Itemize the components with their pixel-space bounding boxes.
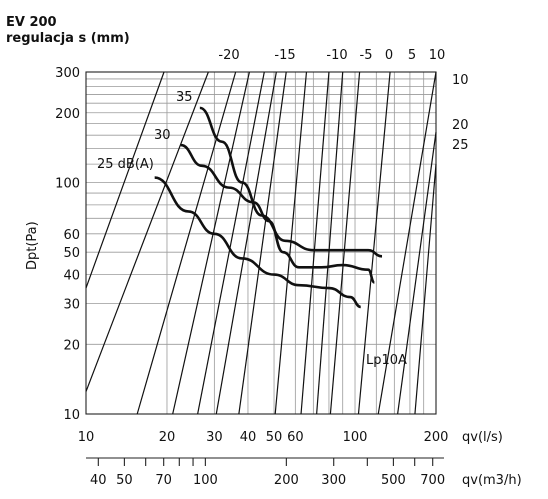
annotation-lp10a: Lp10A <box>366 353 407 368</box>
setting-line <box>397 132 437 415</box>
series-label: 30 <box>154 128 171 143</box>
y-tick-label: 40 <box>63 269 80 284</box>
y-axis-label: Dpt(Pa) <box>25 221 40 270</box>
plot-frame <box>85 71 437 415</box>
setting-line <box>136 71 237 415</box>
setting-line <box>238 71 287 415</box>
x2-tick-label: 40 <box>90 473 107 488</box>
setting-line <box>300 71 330 415</box>
y-tick-label: 200 <box>55 107 80 122</box>
setting-label-right: 20 <box>452 118 469 133</box>
setting-lines <box>85 71 437 415</box>
setting-label-top: 5 <box>408 48 416 63</box>
setting-label-top: 0 <box>385 48 393 63</box>
x2-tick-label: 70 <box>155 473 172 488</box>
setting-line <box>85 71 209 392</box>
x-tick-label: 50 <box>266 430 283 445</box>
y-tick-label: 20 <box>63 338 80 353</box>
x-tick-label: 40 <box>240 430 257 445</box>
x2-tick-label: 100 <box>193 473 218 488</box>
chart-title: EV 200 <box>6 15 57 30</box>
setting-line <box>197 71 265 415</box>
y-tick-label: 60 <box>63 228 80 243</box>
chart-subtitle: regulacja s (mm) <box>6 31 130 46</box>
setting-line <box>215 71 277 415</box>
setting-label-right: 10 <box>452 73 469 88</box>
x-tick-labels: 10 20 30 40 50 60 100 200 <box>78 430 449 445</box>
setting-line <box>414 164 437 415</box>
x-tick-label: 200 <box>424 430 449 445</box>
setting-label-top: 10 <box>429 48 446 63</box>
x2-tick-label: 500 <box>381 473 406 488</box>
series-label: 25 dB(A) <box>97 157 154 172</box>
x2-axis-label: qv(m3/h) <box>462 473 522 488</box>
setting-line-labels: -20 -15 -10 -5 0 5 10 10 20 25 <box>218 48 468 153</box>
setting-label-top: -15 <box>274 48 295 63</box>
secondary-x-axis: 40 50 70 100 200 300 500 700 <box>86 457 445 488</box>
setting-line <box>316 71 344 415</box>
x-tick-label: 10 <box>78 430 95 445</box>
y-tick-label: 100 <box>55 176 80 191</box>
x-tick-label: 20 <box>159 430 176 445</box>
setting-line <box>85 71 165 289</box>
y-tick-label: 300 <box>55 66 80 81</box>
y-tick-labels: 300 200 100 60 50 40 30 20 10 <box>55 66 80 423</box>
setting-label-top: -5 <box>360 48 373 63</box>
noise-curve <box>180 143 375 284</box>
noise-curves <box>154 106 383 309</box>
noise-curve <box>199 106 383 258</box>
setting-label-right: 25 <box>452 138 469 153</box>
setting-line <box>357 71 391 415</box>
x-tick-label: 30 <box>206 430 223 445</box>
x2-tick-label: 700 <box>420 473 445 488</box>
x-axis-label: qv(l/s) <box>462 430 503 445</box>
setting-line <box>172 71 251 415</box>
x2-tick-label: 300 <box>321 473 346 488</box>
y-tick-label: 30 <box>63 298 80 313</box>
chart-grid <box>86 72 436 414</box>
setting-line <box>274 71 308 415</box>
setting-label-top: -10 <box>326 48 347 63</box>
setting-label-top: -20 <box>218 48 239 63</box>
noise-curve <box>154 176 362 309</box>
x-tick-label: 60 <box>287 430 304 445</box>
setting-line <box>329 71 361 415</box>
x2-tick-label: 50 <box>116 473 133 488</box>
setting-line <box>377 71 437 415</box>
x-tick-label: 100 <box>343 430 368 445</box>
y-tick-label: 50 <box>63 246 80 261</box>
y-tick-label: 10 <box>63 408 80 423</box>
x2-tick-label: 200 <box>274 473 299 488</box>
series-label: 35 <box>176 90 193 105</box>
